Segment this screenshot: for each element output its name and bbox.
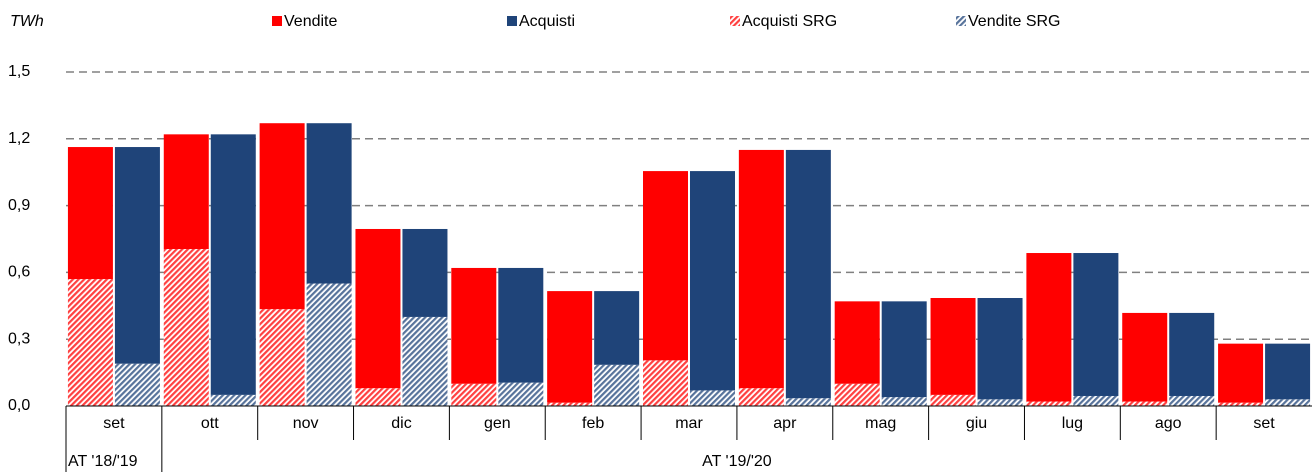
bar-segment (498, 382, 544, 406)
bar-segment (1122, 312, 1168, 402)
bar-segment (67, 279, 113, 406)
bar-segment (163, 134, 209, 250)
bar-segment (306, 283, 352, 406)
bar-segment (1218, 343, 1264, 403)
bar-segment (402, 228, 448, 317)
bar-segment (547, 291, 593, 403)
bar-segment (451, 267, 497, 384)
bar-segment (67, 147, 113, 280)
bar-segment (259, 123, 305, 310)
bar-segment (930, 394, 976, 406)
bar-segment (643, 360, 688, 406)
bar-segment (547, 402, 593, 406)
bar-segment (881, 301, 927, 398)
bar-segment (163, 249, 209, 406)
bar-segment (977, 399, 1023, 406)
bar-segment (306, 123, 352, 284)
bar-segment (643, 171, 688, 361)
bar-segment (977, 298, 1023, 400)
x-tick-label: lug (1062, 415, 1083, 432)
bar-segment (210, 394, 256, 406)
x-tick-label: dic (391, 415, 411, 432)
x-tick-label: feb (582, 415, 604, 432)
bar-segment (210, 134, 256, 395)
y-tick-label: 0,3 (8, 330, 30, 347)
bar-segment (402, 316, 448, 406)
bar-segment (1265, 399, 1311, 406)
bar-segment (1218, 402, 1264, 406)
bar-segment (1122, 401, 1168, 406)
bar-segment (690, 390, 735, 406)
bar-segment (355, 228, 401, 389)
y-tick-label: 1,2 (8, 130, 30, 147)
bar-segment (498, 267, 544, 383)
bar-segment (881, 397, 927, 406)
y-tick-label: 0,9 (8, 197, 30, 214)
x-tick-label: gen (484, 415, 511, 432)
bar-segment (834, 301, 880, 384)
bar-segment (1169, 395, 1215, 406)
legend-swatch (730, 16, 740, 26)
group-label: AT '19/'20 (702, 453, 772, 470)
bar-segment (355, 388, 401, 406)
bar-segment (930, 298, 976, 395)
x-tick-label: mar (675, 415, 703, 432)
y-tick-label: 1,5 (8, 63, 30, 80)
bar-segment (1026, 401, 1072, 406)
bar-segment (738, 388, 784, 406)
y-tick-label: 0,0 (8, 397, 30, 414)
legend-swatch (272, 16, 282, 26)
bar-segment (594, 364, 640, 406)
bar-segment (1073, 253, 1119, 396)
bar-segment (114, 147, 160, 364)
bar-segment (1073, 395, 1119, 406)
x-tick-label: set (103, 415, 125, 432)
y-tick-label: 0,6 (8, 264, 30, 281)
bar-segment (785, 149, 831, 399)
x-tick-label: apr (773, 415, 797, 432)
legend-label: Vendite (284, 13, 337, 30)
x-tick-label: ago (1155, 415, 1182, 432)
legend-label: Acquisti (519, 13, 575, 30)
x-tick-label: set (1253, 415, 1275, 432)
bar-segment (451, 383, 497, 406)
bar-segment (114, 363, 160, 406)
legend-label: Acquisti SRG (742, 13, 837, 30)
bar-segment (259, 309, 305, 406)
bar-segment (1169, 312, 1215, 396)
bar-segment (1026, 253, 1072, 402)
bar-segment (690, 171, 735, 391)
y-axis-label: TWh (10, 13, 44, 30)
legend-swatch (507, 16, 517, 26)
bar-segment (594, 291, 640, 365)
x-tick-label: ott (201, 415, 219, 432)
x-tick-label: nov (293, 415, 319, 432)
x-tick-label: giu (966, 415, 987, 432)
bar-segment (834, 383, 880, 406)
group-label: AT '18/'19 (68, 453, 138, 470)
bar-segment (785, 398, 831, 406)
bar-segment (738, 149, 784, 389)
legend-label: Vendite SRG (968, 13, 1061, 30)
x-tick-label: mag (865, 415, 896, 432)
bar-segment (1265, 343, 1311, 400)
legend-swatch (956, 16, 966, 26)
